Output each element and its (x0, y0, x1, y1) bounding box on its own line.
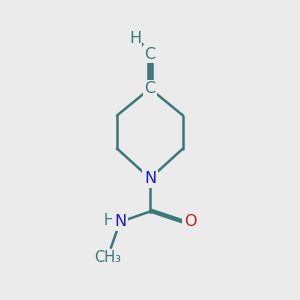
Text: C: C (144, 46, 156, 62)
Text: C: C (144, 81, 156, 96)
Text: H: H (129, 31, 141, 46)
Text: N: N (114, 214, 126, 230)
Text: N: N (144, 171, 156, 186)
Text: O: O (184, 214, 196, 230)
Text: CH₃: CH₃ (94, 250, 122, 266)
Text: H: H (103, 213, 114, 228)
